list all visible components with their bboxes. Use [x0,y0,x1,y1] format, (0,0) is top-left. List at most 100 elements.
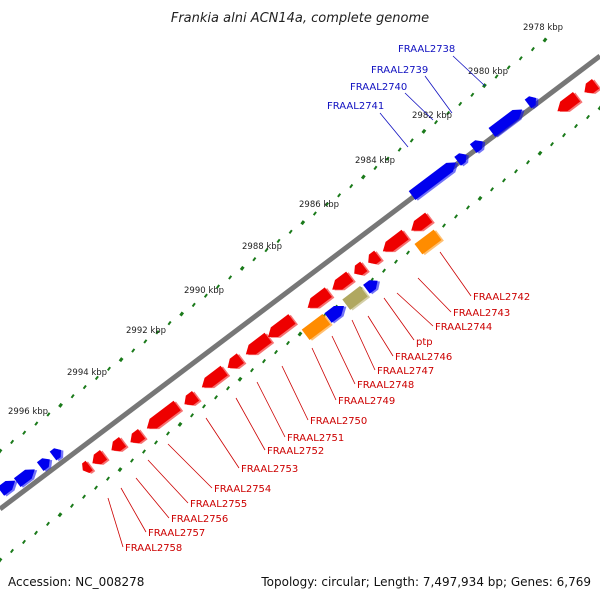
scale-tick [324,202,330,207]
scale-tick [360,174,366,180]
scale-tick [349,183,354,189]
scale-tick [216,284,220,289]
gene-label: FRAAL2749 [338,396,395,407]
gene-arrow-body [488,109,523,137]
kbp-label: 2978 kbp [523,23,563,33]
gene-arrow [146,400,184,430]
scale-tick [513,169,519,174]
gene-arrow [130,428,148,444]
scale-labels: 2978 kbp 2980 kbp 2982 kbp 2984 kbp 2986 kbp… [8,23,563,417]
scale-tick [477,195,483,201]
label-leader [107,497,124,548]
gene-arrow-body [524,96,536,109]
scale-tick [597,105,600,111]
gene-arrow-body [268,314,296,338]
scale-tick [573,123,579,129]
gene-label: ptp [416,337,433,348]
gene-arrow-body [184,390,200,406]
scale-tick [441,223,447,228]
scale-tick [264,247,269,253]
scale-tick [70,503,74,508]
gene-arrow [332,271,356,291]
gene-arrow-body [301,313,331,341]
kbp-label: 2988 kbp [242,242,282,252]
gene-arrow-body [0,480,16,496]
scale-tick [130,458,134,463]
gene-label: FRAAL2752 [267,446,324,457]
kbp-label: 2996 kbp [8,407,48,417]
gene-arrow-body [368,250,382,265]
scale-tick [297,331,303,337]
gene-label: FRAAL2739 [371,65,428,76]
label-leader [135,477,170,519]
label-leader [281,365,309,421]
scale-tick [561,132,567,138]
gene-arrow [245,332,275,356]
gene-arrow-body [584,78,600,94]
scale-tick [21,539,27,545]
gene-arrow-body [411,212,433,231]
gene-arrow-body [227,353,244,369]
scale-tick [465,205,471,210]
scale-tick [0,448,3,454]
scale-tick [285,340,291,346]
scale-tick [177,421,183,427]
label-leader [452,55,486,87]
scale-tick [433,119,439,125]
scale-tick [10,439,15,445]
scale-tick [276,238,281,244]
scale-tick [117,467,123,473]
gene-arrow [49,448,64,462]
scale-tick [470,92,475,97]
gene-arrow [368,250,384,265]
gene-arrow [382,229,412,253]
scale-tick [228,275,233,280]
scale-tick [494,74,499,79]
scale-tick [393,259,399,264]
gene-label: FRAAL2755 [190,499,247,510]
gene-labels: FRAAL2738 FRAAL2739 FRAAL2740 FRAAL2741 FRAA… [125,44,530,554]
scale-tick [202,404,206,409]
label-leader [351,319,376,371]
reverse-genes [82,212,444,474]
gene-arrow-body [414,229,442,255]
scale-tick [45,521,51,527]
gene-arrow-body [332,271,354,290]
scale-tick [0,557,3,563]
label-leader [379,112,409,148]
label-leader [383,297,415,341]
gene-arrow [342,286,371,311]
scale-tick [57,512,63,518]
scale-tick [34,421,39,426]
scale-tick [381,268,387,273]
gene-arrow [82,460,96,474]
gene-arrow [557,91,583,112]
scale-tick [106,476,110,481]
summary-text: Topology: circular; Length: 7,497,934 bp… [260,575,591,589]
scale-tick [203,293,208,298]
label-leader [311,347,337,401]
gene-arrow [307,287,335,309]
gene-label: FRAAL2757 [148,528,205,539]
scale-tick [542,37,548,43]
scale-tick [250,367,254,373]
scale-tick [9,548,15,554]
gene-label: FRAAL2746 [395,352,452,363]
scale-tick [214,395,218,400]
gene-arrow [584,78,600,94]
gene-label: FRAAL2741 [327,101,384,112]
scale-tick [179,311,185,317]
gene-label: FRAAL2753 [241,464,298,475]
gene-arrow [92,449,110,465]
label-leaders [107,55,486,548]
label-leader [205,417,240,469]
gene-arrow-body [111,436,127,452]
kbp-label: 2986 kbp [299,200,339,210]
kbp-label: 2992 kbp [126,326,166,336]
label-leader [439,251,472,297]
scale-tick [22,430,27,435]
gene-arrow-body [13,469,35,488]
gene-arrow [301,313,333,341]
gene-arrow [469,140,486,154]
scale-tick [70,394,75,399]
